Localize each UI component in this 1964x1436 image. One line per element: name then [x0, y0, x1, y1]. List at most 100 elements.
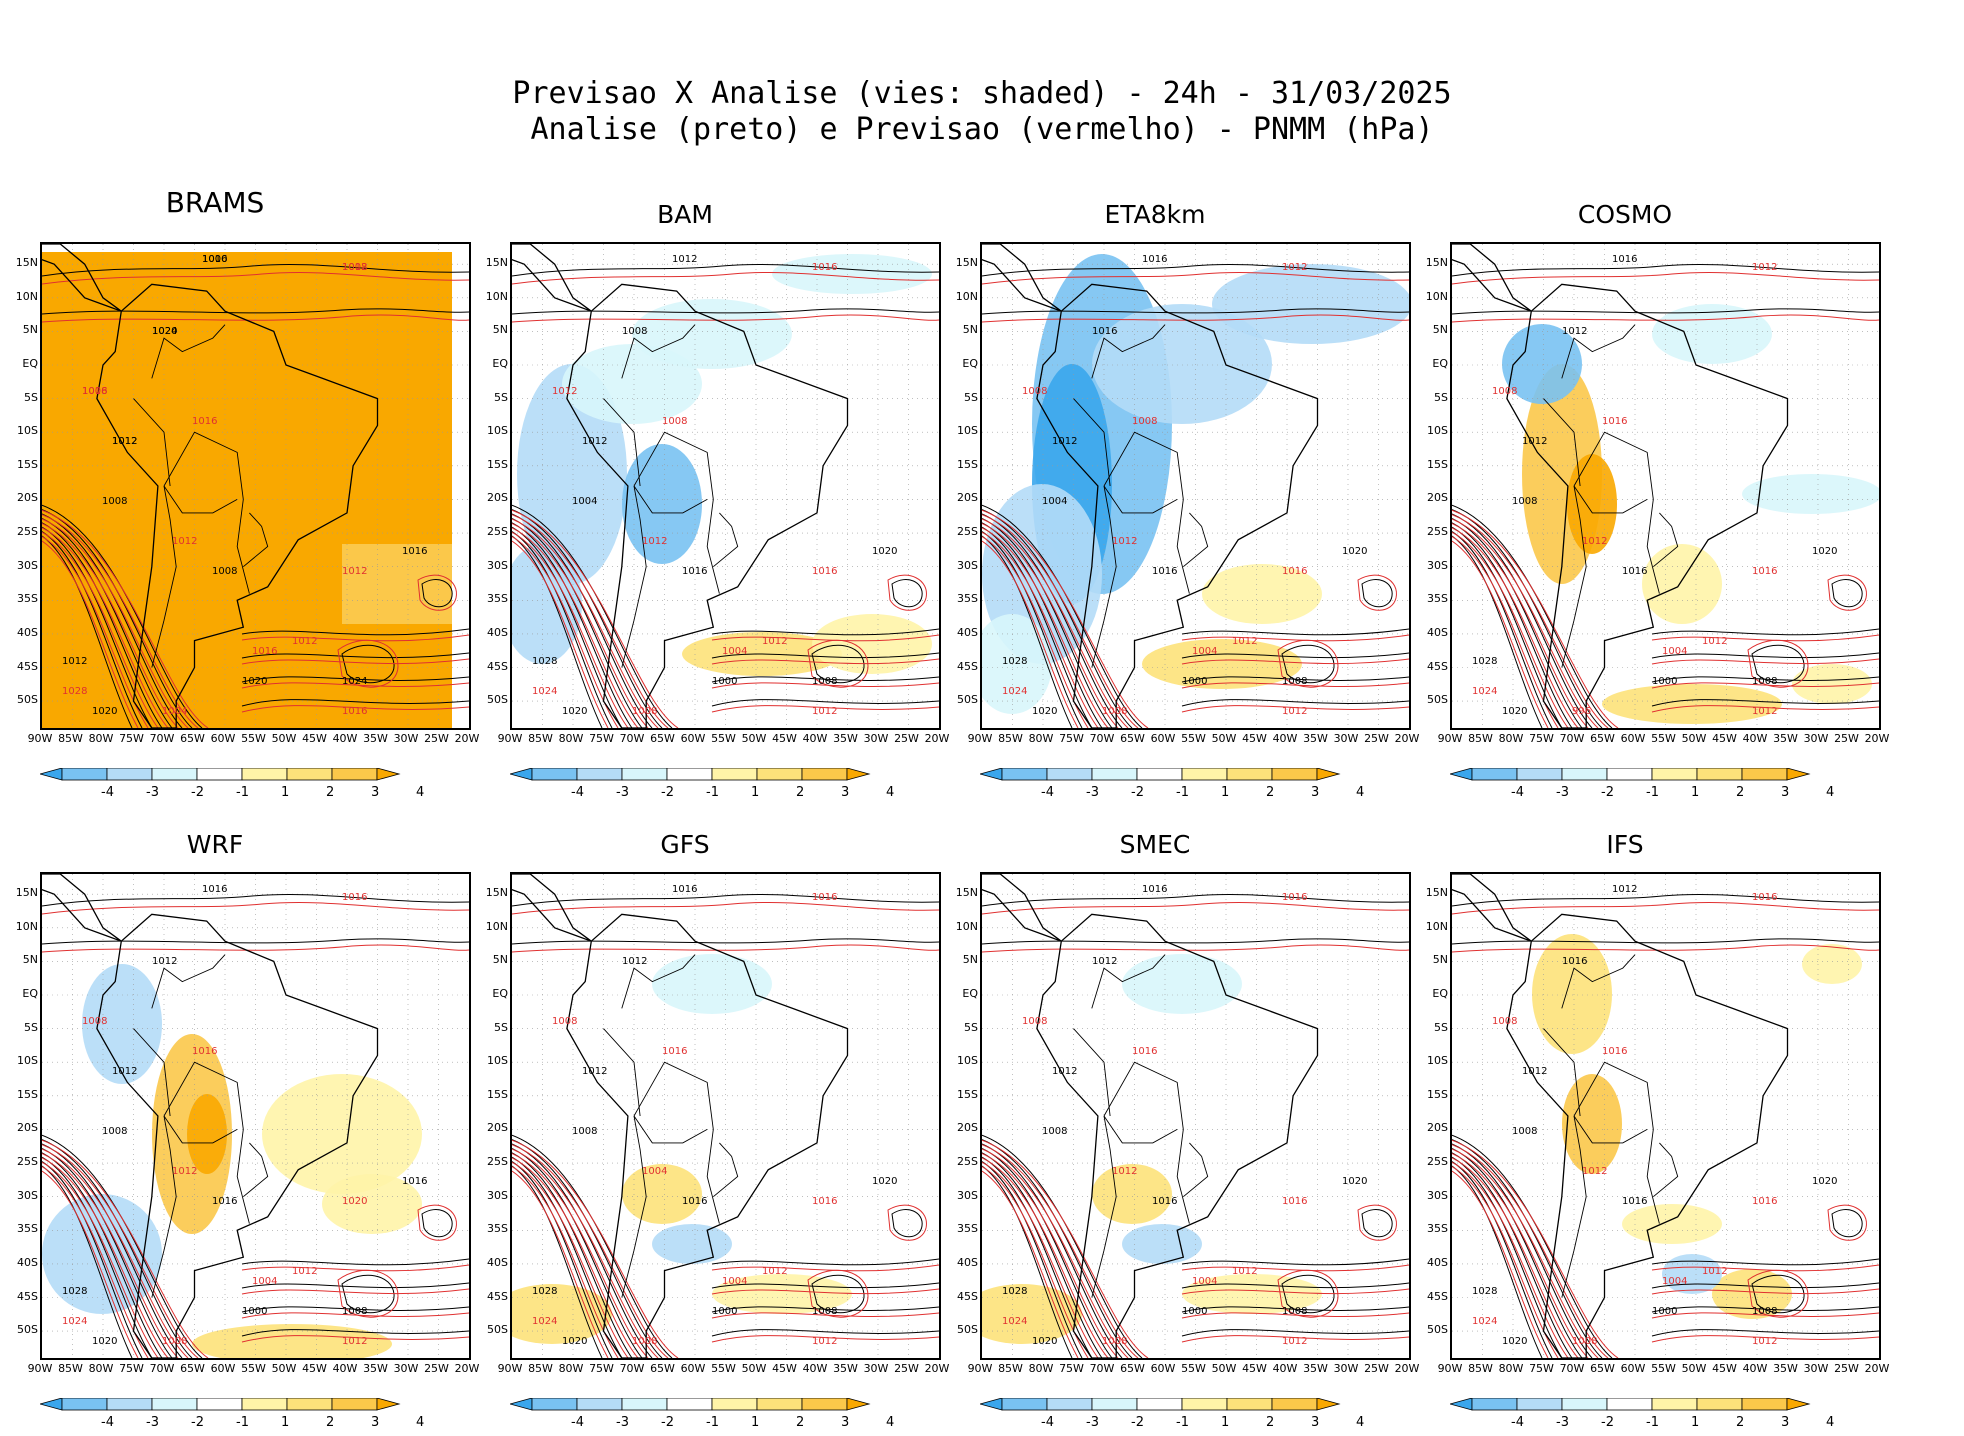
colorbar-swatch: [1271, 1397, 1318, 1411]
isobar-label: 1012: [342, 262, 367, 273]
forecast-isobar: [1181, 658, 1409, 665]
country-border: [1103, 485, 1178, 514]
lat-tick-label: 5S: [1434, 390, 1448, 404]
colorbar-tick-label: 2: [1736, 785, 1744, 800]
analysis-isobar: [982, 1147, 1113, 1358]
isobar-label: 1012: [1582, 536, 1607, 547]
lon-tick-label: 60W: [1150, 1362, 1176, 1375]
lat-tick-label: 35S: [1427, 1222, 1448, 1236]
colorbar-swatch: [1448, 1397, 1473, 1411]
analysis-isobar: [1452, 894, 1879, 907]
colorbar: -4 -3 -2 -1 1 2 3 4: [508, 767, 918, 800]
lon-tick-label: 55W: [711, 1362, 736, 1375]
forecast-isobar: [1651, 705, 1879, 713]
lat-tick-label: EQ: [22, 987, 38, 1000]
analysis-isobar: [512, 522, 633, 728]
analysis-isobar: [1181, 1329, 1409, 1337]
bias-shading: [632, 299, 792, 369]
colorbar-swatch: [1091, 1397, 1138, 1411]
colorbar-swatch: [1316, 1397, 1341, 1411]
lat-tick-label: 10N: [1425, 289, 1448, 303]
forecast-isobar: [982, 540, 1079, 728]
isobar-label: 1008: [812, 1306, 837, 1317]
lat-tick-label: 10N: [485, 289, 508, 303]
bias-shading: [1792, 664, 1872, 704]
lat-tick-label: 5S: [964, 390, 978, 404]
colorbar-tick-label: -4: [101, 785, 114, 800]
isobar-label: 1008: [1752, 1306, 1777, 1317]
analysis-isobar: [42, 1134, 203, 1358]
forecast-isobar: [42, 514, 199, 728]
forecast-isobar: [241, 1288, 469, 1295]
lon-tick-label: 85W: [1468, 732, 1493, 745]
isobar-label: 1000: [1652, 1306, 1677, 1317]
country-border: [621, 954, 696, 1009]
isobar-label: 1020: [1032, 706, 1057, 717]
colorbar: -4 -3 -2 -1 1 2 3 4: [978, 767, 1388, 800]
lon-tick-label: 30W: [393, 732, 419, 745]
lon-tick-label: 55W: [711, 732, 736, 745]
colorbar-swatch: [196, 767, 243, 781]
forecast-isobar: [512, 1139, 679, 1358]
colorbar-swatch: [1696, 1397, 1743, 1411]
panel-brams: BRAMS 1016 1012 1020 1008 1012 1016 1008 1012 100…: [0, 186, 480, 800]
isobar-label: 1012: [342, 1336, 367, 1347]
analysis-isobar: [711, 1282, 939, 1289]
lon-tick-label: 45W: [302, 1362, 327, 1375]
forecast-isobar: [1651, 658, 1879, 665]
isobar-label: 1028: [62, 686, 87, 697]
isobar-label: 1004: [1192, 1276, 1217, 1287]
isobar-label: 1016: [402, 1176, 427, 1187]
analysis-isobar: [1452, 1134, 1613, 1358]
isobar-label: 1008: [1102, 1336, 1127, 1347]
panel-title: ETA8km: [1104, 200, 1206, 229]
colorbar-tick-label: 4: [1826, 1415, 1834, 1430]
isobar-label: 1012: [622, 956, 647, 967]
colorbar-swatch: [1046, 1397, 1093, 1411]
colorbar-tick-label: -3: [1556, 1415, 1569, 1430]
isobar-label: 1016: [812, 262, 837, 273]
colorbar-swatch: [1136, 767, 1183, 781]
lat-tick-label: 5N: [492, 323, 508, 337]
analysis-isobar: [42, 1156, 153, 1358]
analysis-isobar: [1452, 1156, 1563, 1358]
bias-shading: [812, 614, 932, 674]
analysis-isobar: [1181, 1282, 1409, 1289]
forecast-isobar: [42, 314, 469, 323]
colorbar-tick-label: 1: [751, 1415, 759, 1430]
isobar-label: 1000: [712, 676, 737, 687]
lon-tick-label: 60W: [680, 1362, 706, 1375]
forecast-isobar: [1651, 682, 1879, 689]
colorbar-swatch: [38, 1397, 63, 1411]
lon-tick-label: 45W: [1242, 732, 1267, 745]
lat-tick-label: 15N: [485, 886, 508, 900]
lat-tick-label: 20S: [1427, 491, 1448, 505]
forecast-isobar: [982, 902, 1409, 915]
analysis-isobar: [1452, 526, 1563, 728]
forecast-isobar: [1452, 540, 1549, 728]
isobar-label: 1016: [1752, 566, 1777, 577]
analysis-isobar: [42, 894, 469, 907]
colorbar-tick-label: 1: [1691, 785, 1699, 800]
isobar-label: 1008: [1492, 1016, 1517, 1027]
lat-tick-label: 10S: [957, 1054, 978, 1068]
analysis-isobar: [891, 1209, 923, 1238]
lat-tick-label: 5S: [24, 390, 38, 404]
isobar-label: 1020: [152, 326, 177, 337]
bias-shading: [622, 1164, 702, 1224]
colorbar-tick-label: 4: [886, 1415, 894, 1430]
isobar-label: 1012: [1232, 636, 1257, 647]
isobar-label: 1008: [102, 1126, 127, 1137]
lon-tick-label: 65W: [1590, 732, 1615, 745]
lat-tick-label: 25S: [17, 525, 38, 539]
bias-shading: [262, 1074, 422, 1194]
bias-shading: [1532, 934, 1612, 1054]
isobar-label: 1012: [1282, 706, 1307, 717]
colorbar: -4 -3 -2 -1 1 2 3 4: [1448, 1397, 1858, 1430]
lon-tick-label: 30W: [1333, 732, 1359, 745]
forecast-isobar: [1452, 1170, 1549, 1358]
lon-tick-label: 75W: [589, 1362, 614, 1375]
colorbar-tick-label: -1: [1646, 785, 1659, 800]
lat-tick-label: 15N: [955, 886, 978, 900]
analysis-isobar: [982, 522, 1103, 728]
